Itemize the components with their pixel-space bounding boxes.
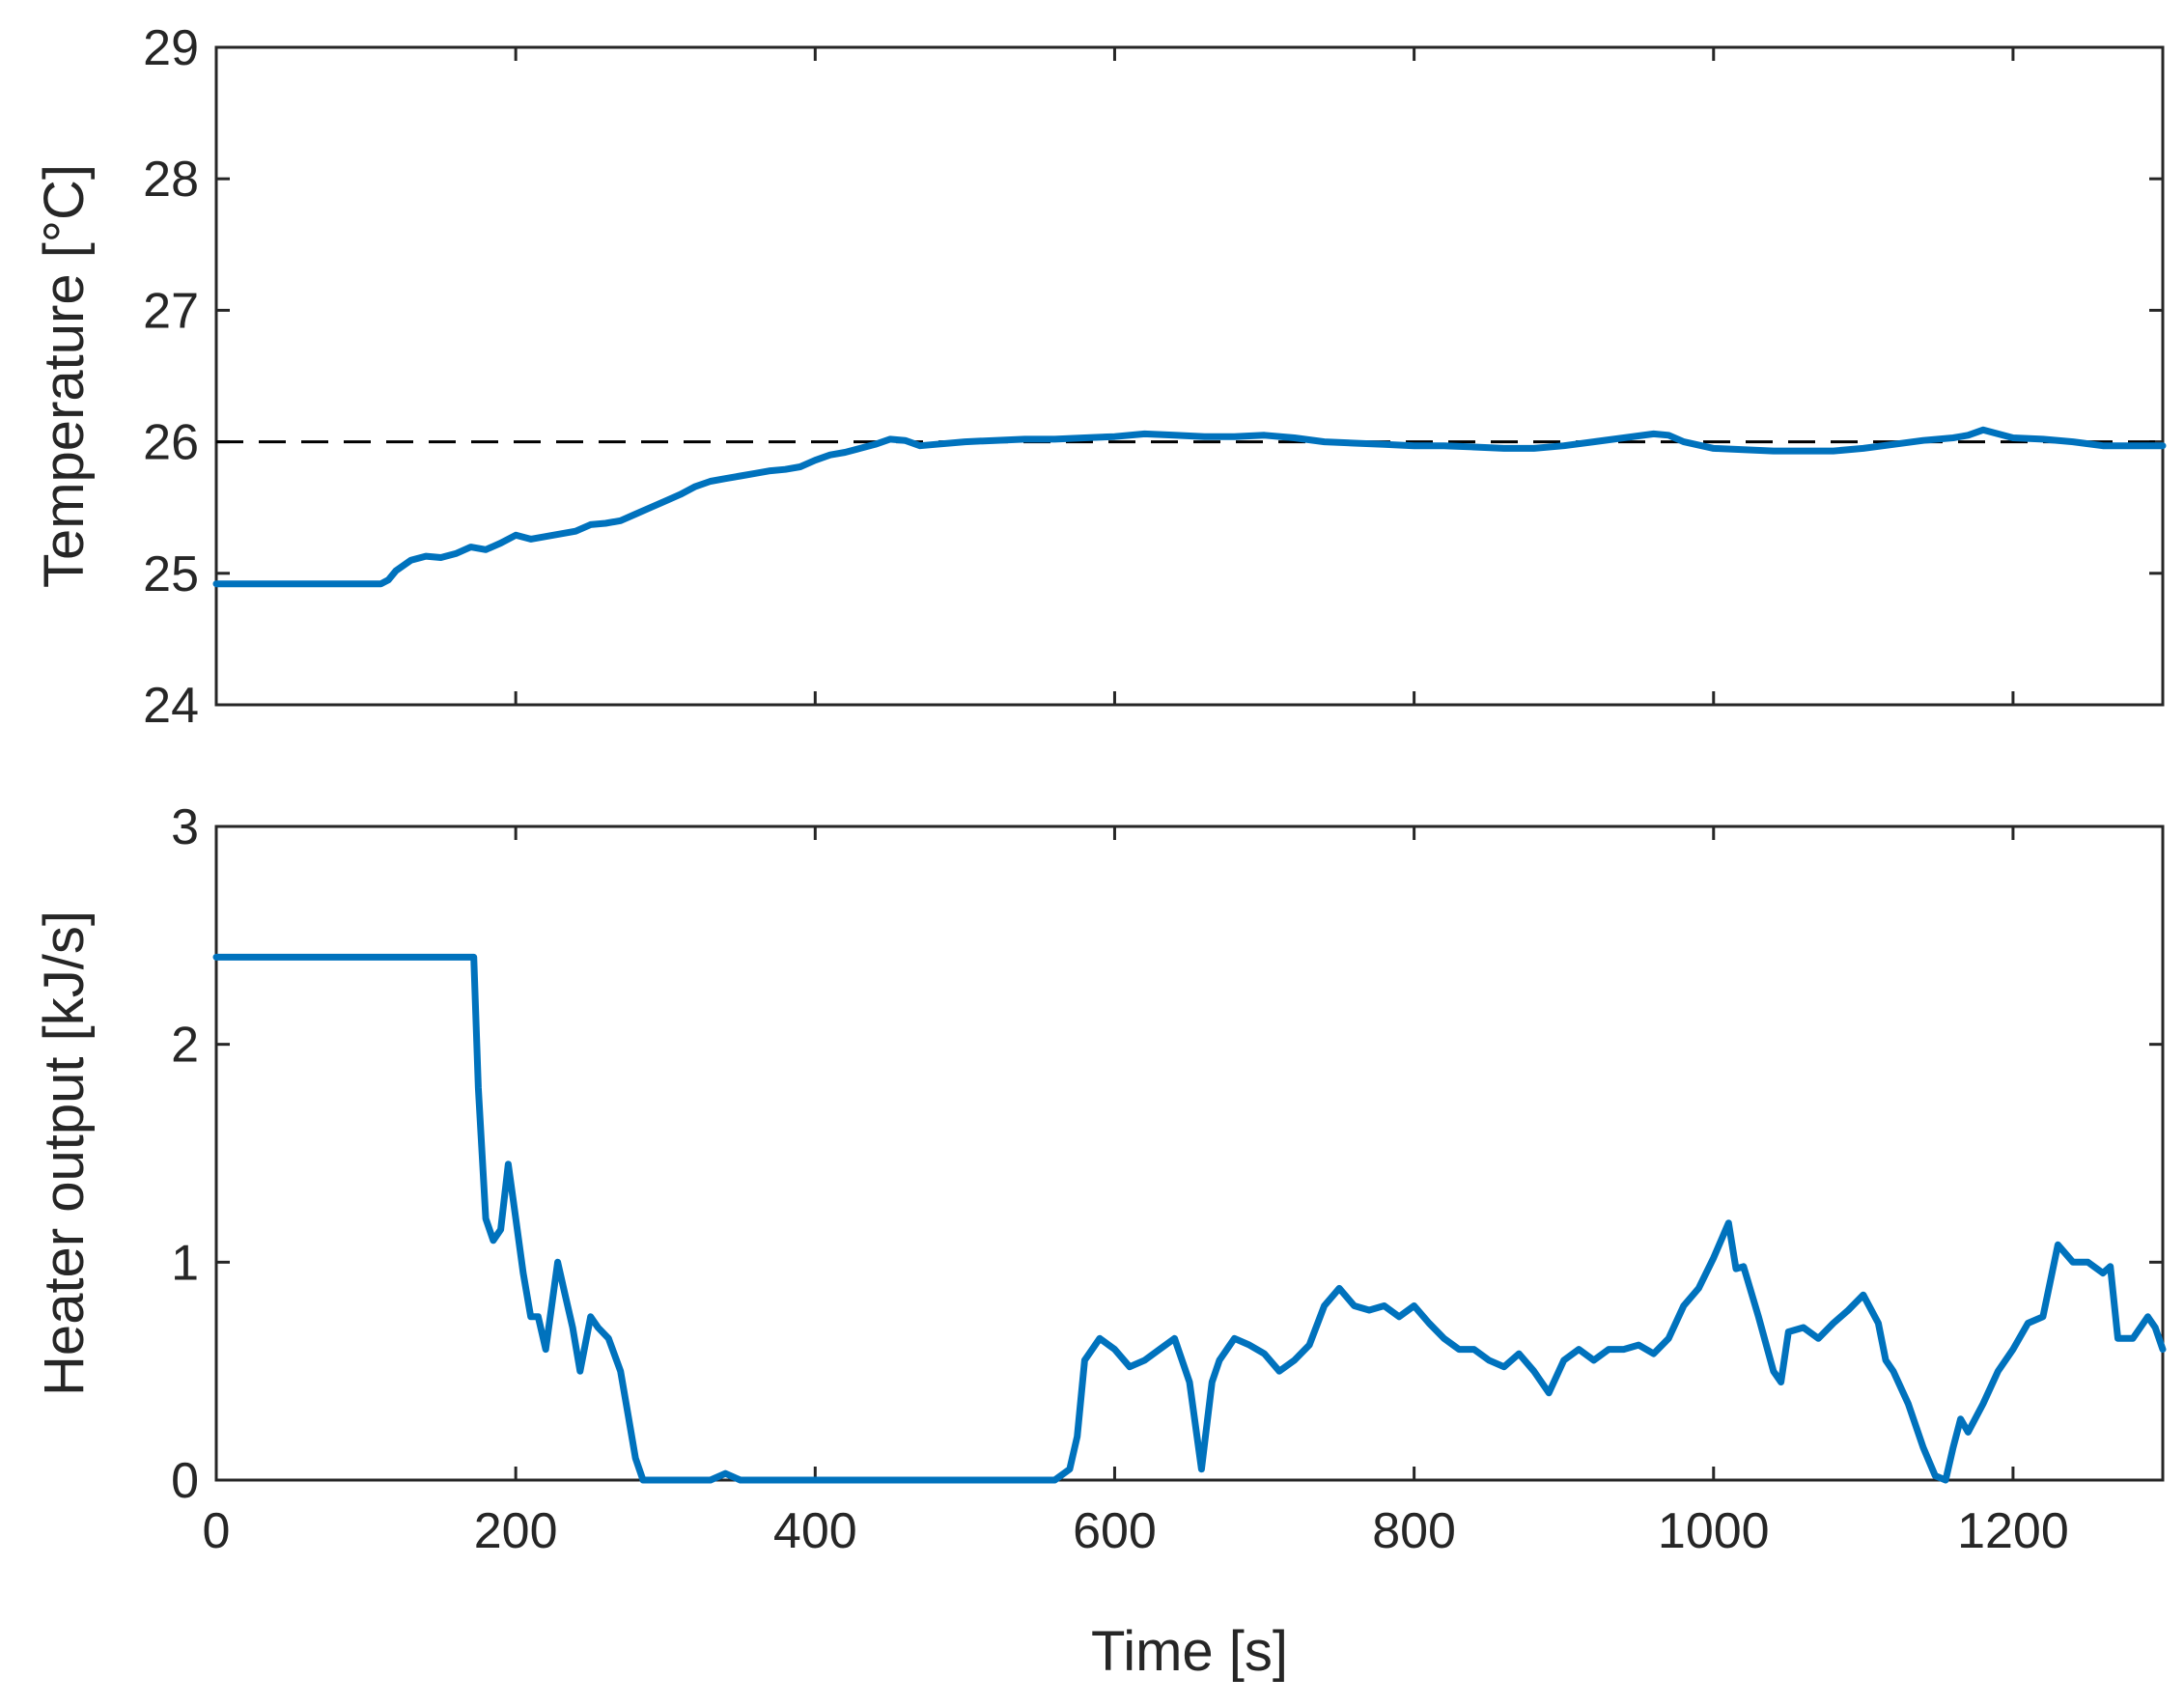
x-tick-label: 1000 — [1658, 1503, 1770, 1559]
y-tick-label: 25 — [143, 546, 199, 602]
series-line — [212, 426, 2167, 588]
plot-frame — [214, 825, 2165, 1482]
series-line — [212, 953, 2167, 1484]
y-tick-label: 3 — [171, 799, 199, 855]
y-tick-label: 29 — [143, 20, 199, 76]
y-axis-label: Temperature [°C] — [33, 164, 96, 588]
temperature-plot: 24 25 26 27 28 29 Temperature [°C] — [33, 20, 2167, 734]
x-tick-label: 200 — [474, 1503, 558, 1559]
y-tick-label: 1 — [171, 1235, 199, 1291]
heater-output-plot: 0 200 400 600 800 1000 1200 0 1 2 3 Heater output [… — [33, 799, 2167, 1683]
plot-frame — [214, 45, 2165, 707]
x-tick-label: 0 — [203, 1503, 231, 1559]
x-tick-label: 1200 — [1957, 1503, 2069, 1559]
x-tick-label: 400 — [773, 1503, 857, 1559]
x-axis-label: Time [s] — [1091, 1620, 1288, 1683]
x-tick-label: 600 — [1073, 1503, 1157, 1559]
y-tick-label: 28 — [143, 152, 199, 208]
y-tick-label: 2 — [171, 1018, 199, 1074]
y-tick-label: 24 — [143, 678, 199, 734]
x-tick-label: 800 — [1372, 1503, 1456, 1559]
y-tick-label: 27 — [143, 283, 199, 339]
y-tick-label: 0 — [171, 1453, 199, 1509]
y-axis-label: Heater output [kJ/s] — [33, 910, 96, 1396]
y-tick-label: 26 — [143, 415, 199, 471]
